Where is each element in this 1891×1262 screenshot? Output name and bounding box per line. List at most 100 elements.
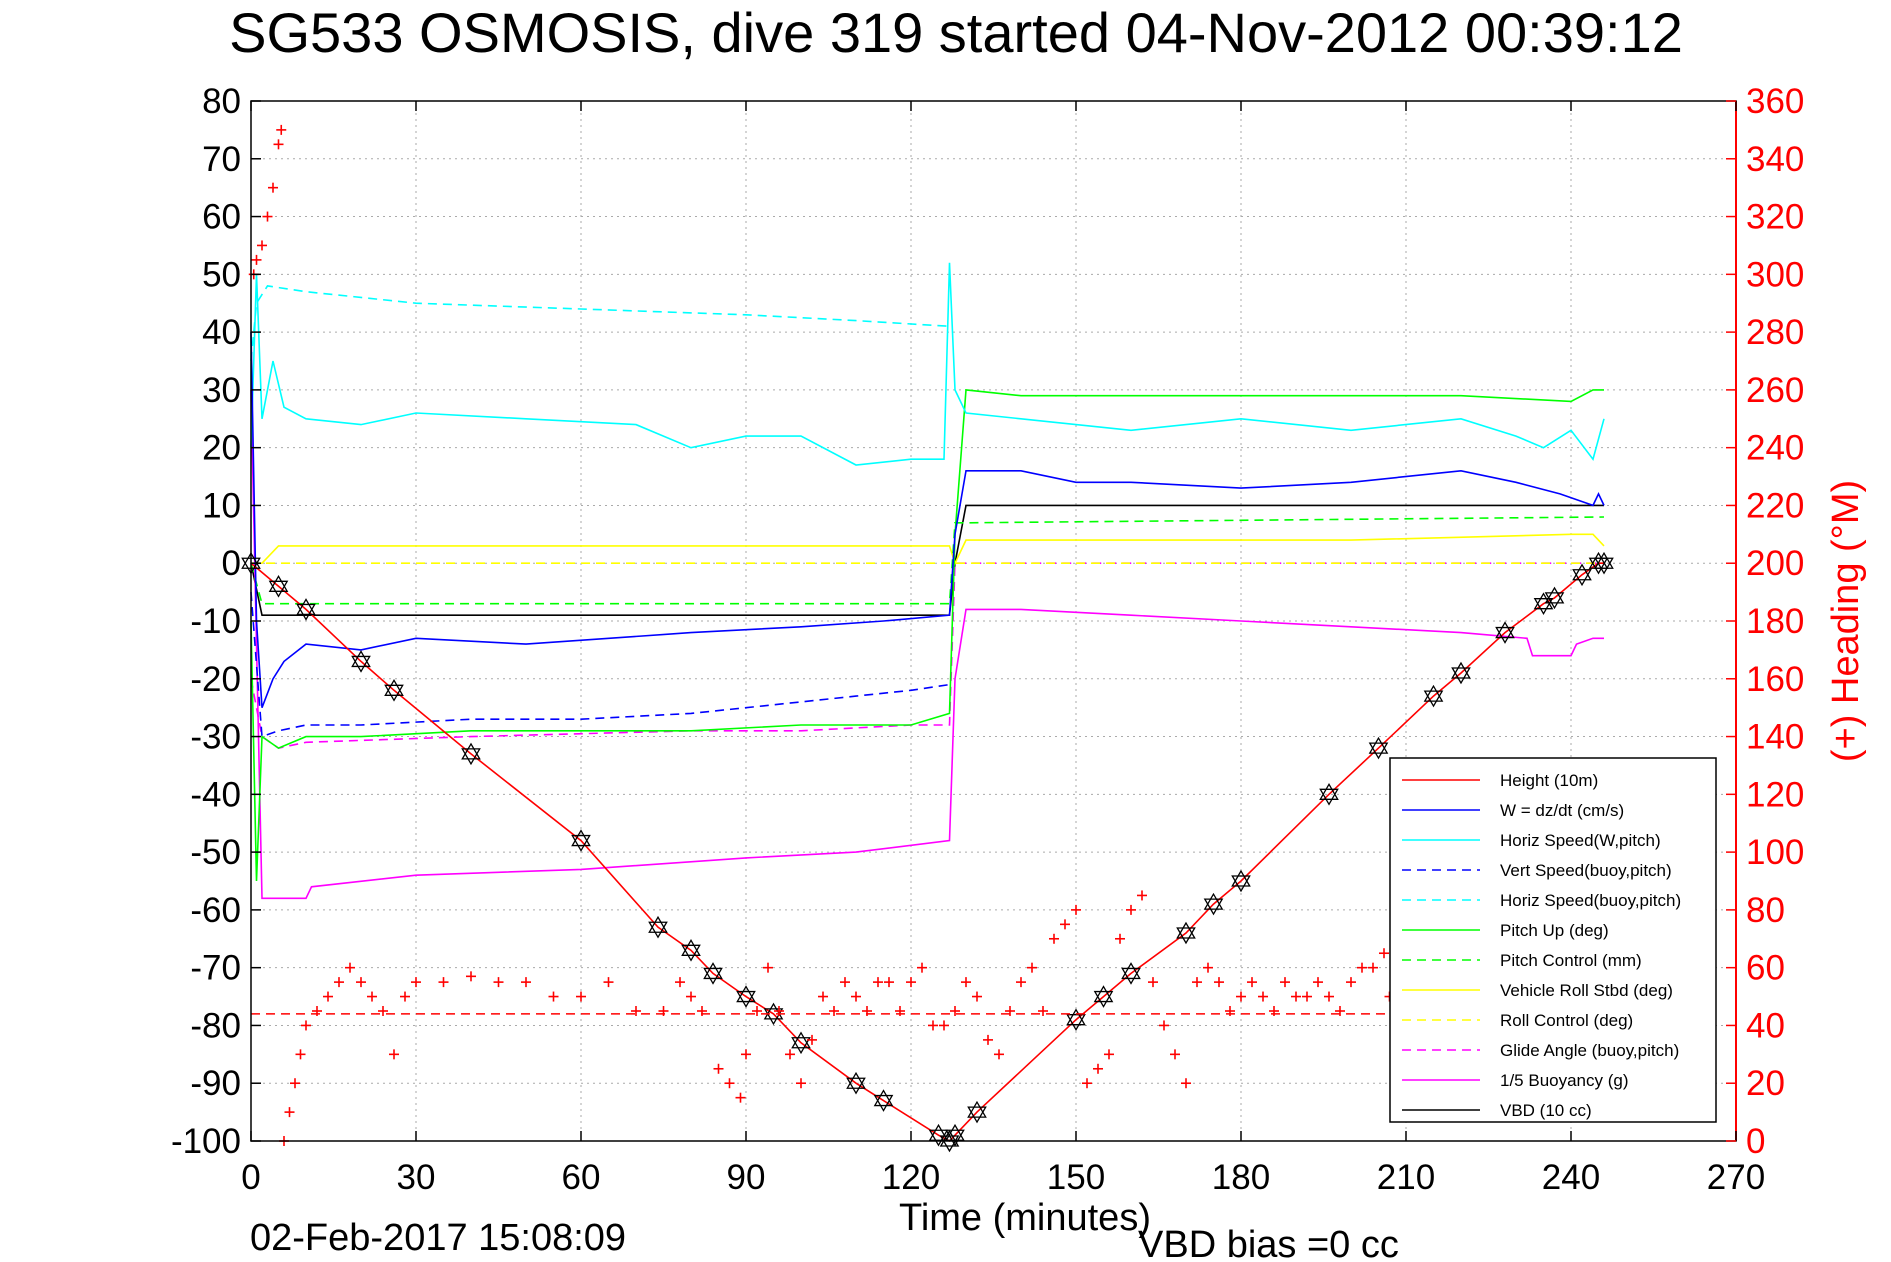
heading-marker [323,991,333,1002]
height-marker [1423,690,1444,708]
height-marker [703,962,723,980]
vbd-bias-label: VBD bias =0 cc [1138,1224,1399,1262]
heading-marker [1203,962,1213,973]
height-marker [1451,667,1471,685]
legend-label: Height (10m) [1500,771,1598,790]
heading-marker [928,1020,938,1031]
heading-marker [1236,991,1246,1002]
series-line-pitch-control-mm [250,516,1605,605]
heading-marker [1027,962,1037,973]
heading-marker [807,1034,817,1045]
heading-marker [1038,1006,1048,1016]
heading-marker [273,139,284,150]
heading-marker [378,1006,388,1016]
height-marker [1066,1014,1086,1031]
height-marker [1093,985,1114,1003]
height-marker [571,834,591,852]
height-marker [945,1123,965,1141]
height-marker [1544,586,1565,604]
height-marker [967,1106,987,1124]
right-tick-label: 20 [1746,1064,1785,1103]
heading-marker [774,1006,784,1016]
y-tick-label: -40 [190,775,241,814]
right-tick-label: 240 [1746,429,1804,468]
height-marker [1594,551,1614,569]
height-marker [648,921,668,939]
legend: Height (10m) W = dz/dt (cm/s) Horiz Speed(… [1389,757,1717,1123]
heading-marker [1115,933,1125,944]
y-tick-label: 20 [202,429,241,468]
x-tick-label: 60 [562,1158,601,1197]
heading-marker [1258,991,1268,1002]
right-tick-label: 120 [1746,775,1804,814]
height-marker [1121,962,1141,980]
heading-marker [658,1006,669,1016]
y-tick-label: -70 [190,949,241,988]
height-marker [873,1089,894,1107]
height-marker [967,1100,987,1118]
right-tick-label: 140 [1746,718,1804,757]
height-marker [1319,783,1339,800]
heading-marker [1324,991,1334,1002]
heading-marker [862,1006,872,1016]
legend-label: Vert Speed(buoy,pitch) [1500,861,1672,880]
height-marker [384,679,404,696]
footer-timestamp: 02-Feb-2017 15:08:09 [250,1217,626,1259]
height-marker [873,1094,894,1112]
heading-marker [1335,1006,1345,1016]
heading-marker [411,977,421,988]
height-marker [736,985,756,1003]
heading-marker [884,977,894,988]
heading-marker [1060,919,1070,930]
right-axis-label: (+) Heading (°M) [1825,480,1867,762]
x-tick-label: 270 [1707,1158,1765,1197]
heading-marker [367,991,377,1002]
height-marker [268,580,289,598]
heading-marker [724,1078,735,1089]
height-marker [681,939,701,956]
height-marker [1533,598,1554,615]
heading-marker [840,977,850,988]
heading-marker [994,1049,1004,1060]
y-tick-label: 80 [202,82,241,121]
right-tick-label: 180 [1746,602,1804,641]
height-marker [1572,569,1592,587]
heading-marker [493,977,504,988]
heading-marker [262,211,273,222]
heading-marker [972,991,982,1002]
height-marker [928,1123,949,1141]
height-marker [296,598,316,616]
heading-marker [939,1020,949,1031]
height-marker [791,1037,811,1055]
y-tick-label: 50 [202,255,241,294]
x-axis-label: Time (minutes) [899,1197,1151,1239]
heading-marker [1049,933,1059,944]
height-marker [571,829,591,847]
y-tick-label: 10 [202,486,241,525]
heading-marker [829,1006,839,1016]
heading-marker [752,1006,762,1016]
height-marker [703,967,723,985]
legend-box [1389,757,1717,1123]
height-marker [1594,557,1614,575]
heading-marker [1280,977,1290,988]
y-tick-label: 40 [202,313,241,352]
height-marker [939,1129,960,1147]
height-marker [846,1077,866,1095]
right-tick-label: 80 [1746,891,1785,930]
heading-marker [741,1049,751,1060]
heading-marker [290,1078,300,1089]
heading-marker [713,1063,724,1074]
y-tick-label: -80 [190,1006,241,1045]
right-tick-label: 200 [1746,544,1804,583]
height-marker [928,1129,949,1147]
legend-label: Vehicle Roll Stbd (deg) [1500,981,1673,1000]
chart-title: SG533 OSMOSIS, dive 319 started 04-Nov-2… [229,1,1683,64]
heading-marker [438,977,449,988]
height-marker [1066,1008,1086,1026]
legend-label: 1/5 Buoyancy (g) [1500,1071,1629,1090]
right-tick-label: 300 [1746,255,1804,294]
heading-marker [1126,904,1136,915]
height-marker [1495,626,1515,644]
heading-marker [675,977,685,988]
